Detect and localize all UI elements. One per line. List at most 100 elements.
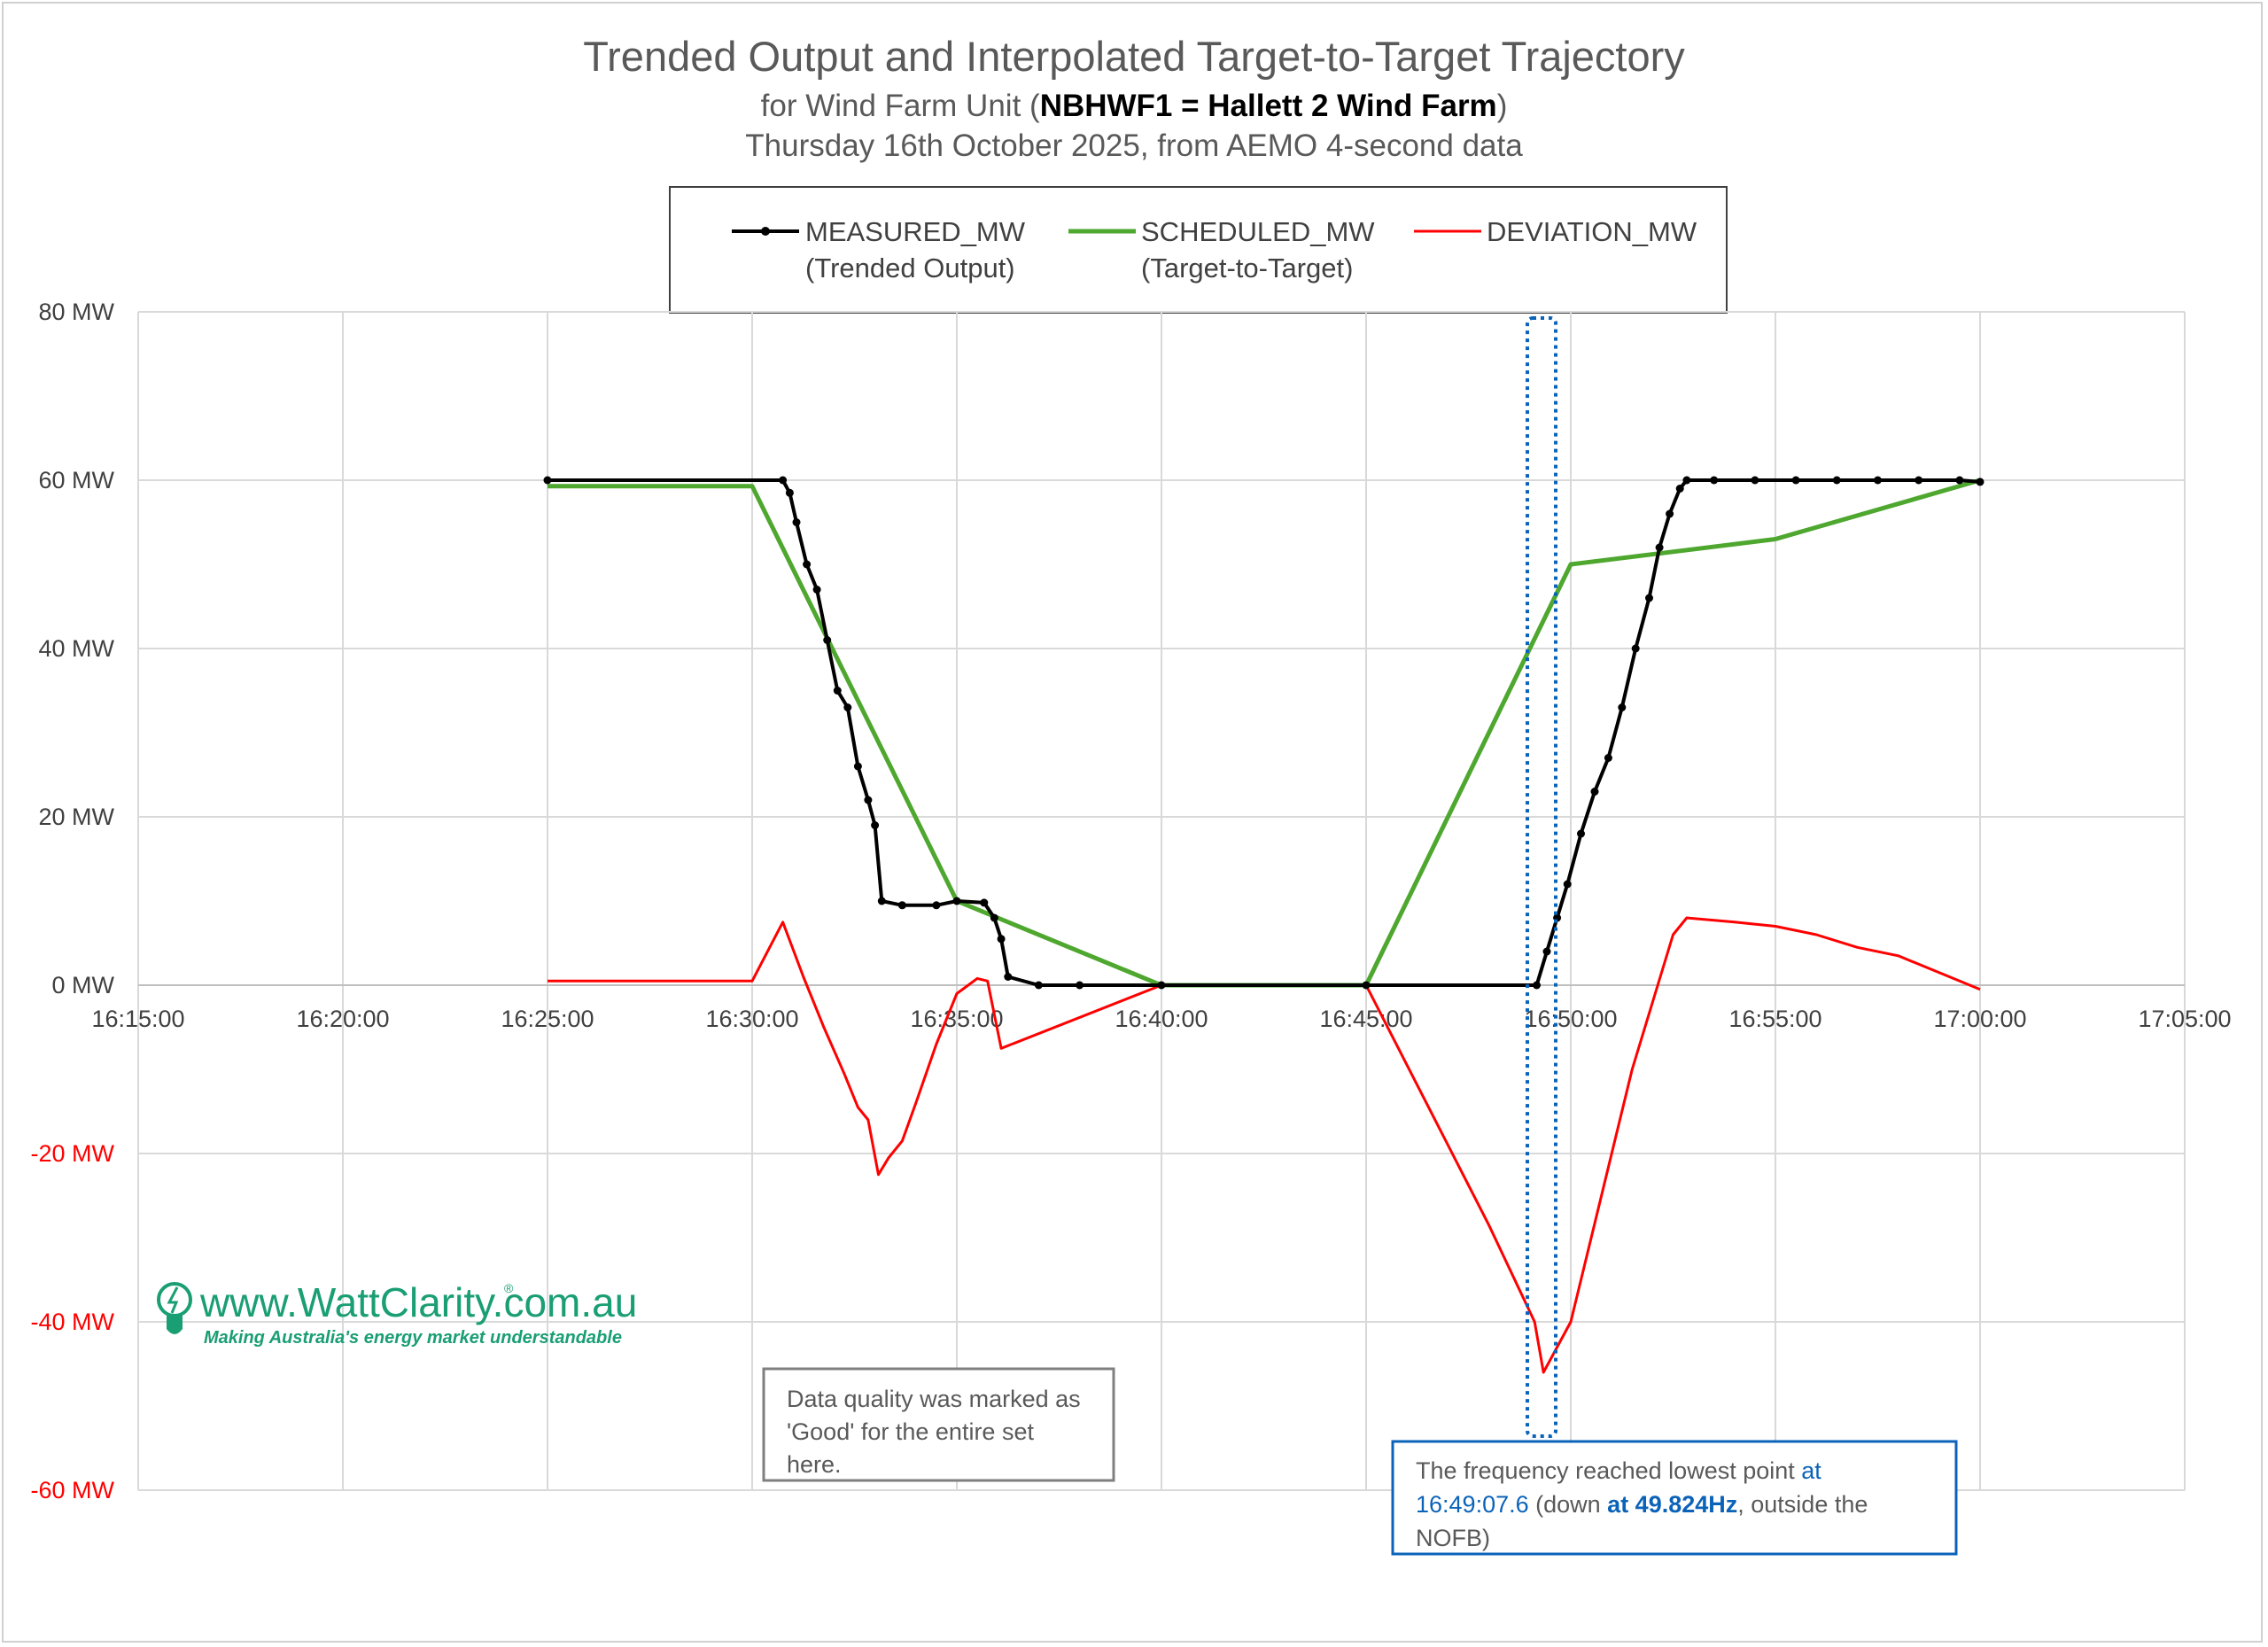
- data-quality-note-line-1: Data quality was marked as: [787, 1386, 1081, 1412]
- data-point-measured-mw-2: [785, 488, 794, 497]
- logo-tagline: Making Australia's energy market underst…: [204, 1328, 622, 1348]
- legend-sublabel-scheduled: (Target-to-Target): [1141, 252, 1353, 284]
- data-point-measured-mw-21: [1076, 981, 1084, 990]
- data-point-measured-mw-33: [1645, 594, 1653, 602]
- logo-name: www.WattClarity.com.au: [199, 1279, 637, 1325]
- frequency-annotation: The frequency reached lowest point at 16…: [1391, 1440, 1958, 1556]
- x-tick-label-8: 16:55:00: [1728, 1006, 1821, 1032]
- y-tick-label-2: 40 MW: [38, 635, 114, 662]
- data-point-measured-mw-34: [1655, 543, 1664, 552]
- data-point-measured-mw-43: [1915, 476, 1923, 485]
- legend-label-measured: MEASURED_MW: [805, 216, 1026, 247]
- data-point-measured-mw-9: [853, 762, 862, 771]
- y-axis-tick-labels: 80 MW 60 MW 40 MW 20 MW 0 MW -20 MW -40 MW -60 …: [31, 299, 115, 1503]
- data-point-measured-mw-27: [1563, 880, 1572, 889]
- data-point-measured-mw-11: [871, 821, 880, 829]
- data-point-measured-mw-17: [990, 913, 998, 922]
- data-point-measured-mw-28: [1577, 829, 1585, 838]
- series-line-measured-mw: [548, 478, 1981, 987]
- data-point-measured-mw-1: [779, 476, 788, 485]
- data-point-measured-mw-15: [952, 897, 961, 905]
- frequency-highlight-box: [1526, 316, 1557, 1438]
- data-point-measured-mw-30: [1604, 754, 1612, 762]
- x-tick-label-10: 17:05:00: [2138, 1006, 2231, 1032]
- chart-subtitle-suffix: ): [1497, 89, 1508, 123]
- data-point-measured-mw-7: [833, 687, 842, 695]
- frequency-annotation-outside: , outside the: [1737, 1491, 1868, 1518]
- chart-subtitle-unit: NBHWF1 = Hallett 2 Wind Farm: [1040, 89, 1497, 123]
- data-quality-note-line-2: 'Good' for the entire set: [787, 1418, 1034, 1445]
- x-tick-label-3: 16:30:00: [705, 1006, 798, 1032]
- data-point-measured-mw-32: [1631, 644, 1640, 653]
- x-tick-label-9: 17:00:00: [1933, 1006, 2026, 1032]
- data-point-measured-mw-31: [1618, 703, 1627, 711]
- data-point-measured-mw-0: [543, 476, 552, 485]
- x-tick-label-5: 16:40:00: [1115, 1006, 1208, 1032]
- data-point-measured-mw-23: [1362, 981, 1371, 990]
- chart-subtitle-prefix: for Wind Farm Unit (: [761, 89, 1040, 123]
- legend-box: [669, 186, 1728, 314]
- data-quality-note-line-3: here.: [787, 1451, 842, 1478]
- frequency-annotation-time: 16:49:07.6: [1416, 1491, 1529, 1518]
- data-point-measured-mw-3: [792, 518, 801, 526]
- data-quality-note-box: [762, 1367, 1115, 1482]
- series-layer: [543, 476, 1984, 1374]
- legend-label-deviation: DEVIATION_MW: [1487, 216, 1697, 247]
- x-tick-label-1: 16:20:00: [296, 1006, 389, 1032]
- x-tick-label-4: 16:35:00: [910, 1006, 1003, 1032]
- data-point-measured-mw-45: [1976, 478, 1984, 486]
- chart-canvas: Trended Output and Interpolated Target-t…: [31, 33, 2232, 1556]
- x-tick-label-0: 16:15:00: [91, 1006, 184, 1032]
- data-point-measured-mw-41: [1832, 476, 1841, 485]
- legend-label-scheduled: SCHEDULED_MW: [1141, 216, 1375, 247]
- data-point-measured-mw-19: [1004, 973, 1013, 981]
- x-axis-tick-labels: 16:15:00 16:20:00 16:25:00 16:30:00 16:35:00…: [91, 1006, 2231, 1032]
- frequency-annotation-line-3: NOFB): [1416, 1525, 1490, 1551]
- data-point-measured-mw-36: [1675, 485, 1684, 493]
- data-point-measured-mw-24: [1533, 981, 1541, 990]
- logo-registered-mark: ®: [504, 1281, 514, 1295]
- y-tick-label-4: 0 MW: [52, 972, 115, 998]
- data-point-measured-mw-14: [932, 901, 941, 910]
- data-point-measured-mw-12: [877, 897, 886, 905]
- y-tick-label-3: 20 MW: [38, 804, 114, 830]
- y-tick-label-6: -40 MW: [31, 1309, 115, 1335]
- data-point-measured-mw-35: [1666, 509, 1674, 518]
- data-point-measured-mw-44: [1955, 476, 1964, 485]
- legend-marker-measured: [761, 227, 770, 236]
- legend-item-deviation: DEVIATION_MW: [1414, 216, 1697, 247]
- frequency-annotation-line-1: The frequency reached lowest point at: [1416, 1457, 1821, 1484]
- chart-title: Trended Output and Interpolated Target-t…: [583, 33, 1685, 80]
- data-point-measured-mw-16: [980, 898, 989, 907]
- chart-subtitle-date: Thursday 16th October 2025, from AEMO 4-…: [745, 128, 1523, 163]
- data-point-measured-mw-4: [803, 560, 812, 569]
- series-line-scheduled-mw: [548, 478, 1981, 988]
- x-tick-label-6: 16:45:00: [1319, 1006, 1412, 1032]
- data-point-measured-mw-29: [1590, 788, 1599, 796]
- data-point-measured-mw-18: [997, 935, 1006, 944]
- legend: MEASURED_MW (Trended Output) SCHEDULED_M…: [669, 186, 1728, 314]
- frequency-annotation-line-2: 16:49:07.6 (down at 49.824Hz, outside th…: [1416, 1491, 1868, 1518]
- x-tick-label-7: 16:50:00: [1524, 1006, 1617, 1032]
- frequency-annotation-down: (down: [1529, 1491, 1608, 1518]
- y-tick-label-5: -20 MW: [31, 1140, 115, 1167]
- lightbulb-icon: [157, 1282, 192, 1334]
- data-point-measured-mw-20: [1034, 981, 1043, 990]
- data-point-measured-mw-10: [864, 796, 873, 804]
- data-point-measured-mw-37: [1682, 476, 1691, 485]
- legend-item-scheduled: SCHEDULED_MW (Target-to-Target): [1068, 216, 1375, 284]
- frequency-annotation-value: at 49.824Hz: [1607, 1491, 1737, 1518]
- data-quality-note: Data quality was marked as 'Good' for th…: [762, 1367, 1115, 1482]
- legend-sublabel-measured: (Trended Output): [805, 252, 1015, 284]
- data-point-measured-mw-38: [1710, 476, 1719, 485]
- data-point-measured-mw-39: [1751, 476, 1759, 485]
- frequency-annotation-prefix: The frequency reached lowest point: [1416, 1457, 1801, 1484]
- data-point-measured-mw-8: [843, 703, 852, 711]
- y-tick-label-7: -60 MW: [31, 1477, 115, 1503]
- legend-item-measured: MEASURED_MW (Trended Output): [732, 216, 1026, 284]
- data-point-measured-mw-22: [1157, 981, 1166, 990]
- data-point-measured-mw-40: [1791, 476, 1800, 485]
- y-tick-label-0: 80 MW: [38, 299, 114, 325]
- plot-area: 80 MW 60 MW 40 MW 20 MW 0 MW -20 MW -40 MW -60 …: [31, 299, 2232, 1503]
